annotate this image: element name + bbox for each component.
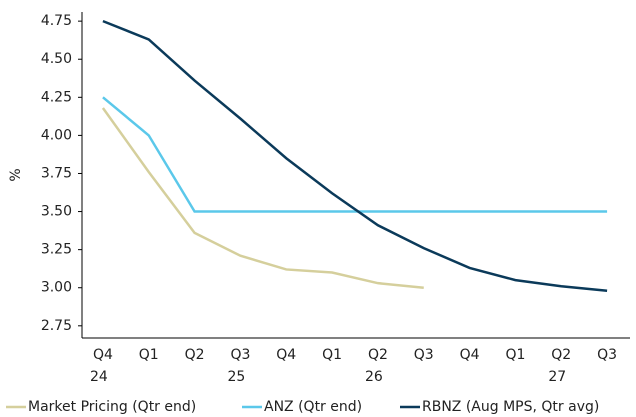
series-line: [102, 19, 608, 293]
x-tick-label: Q2: [551, 347, 571, 363]
y-tick-label: 4.25: [41, 89, 72, 105]
y-tick-label: 4.00: [41, 127, 72, 143]
x-group-label: 27: [548, 369, 566, 385]
series-line: [102, 96, 608, 213]
x-group-label: 25: [228, 369, 246, 385]
x-tick-label: Q1: [322, 347, 342, 363]
legend-label: RBNZ (Aug MPS, Qtr avg): [422, 399, 599, 415]
x-tick-label: Q2: [185, 347, 205, 363]
x-tick-label: Q4: [93, 347, 113, 363]
y-tick-label: 4.50: [41, 51, 72, 67]
y-tick-label: 3.00: [41, 280, 72, 296]
y-tick-label: 3.25: [41, 242, 72, 258]
x-tick-label: Q1: [139, 347, 159, 363]
x-tick-label: Q4: [460, 347, 480, 363]
x-tick-label: Q4: [276, 347, 296, 363]
y-tick-label: 4.75: [41, 13, 72, 29]
x-tick-label: Q1: [505, 347, 525, 363]
legend-label: ANZ (Qtr end): [264, 399, 362, 415]
legend-label: Market Pricing (Qtr end): [28, 399, 196, 415]
y-tick-label: 3.75: [41, 165, 72, 181]
x-tick-label: Q3: [230, 347, 250, 363]
series-line: [101, 107, 424, 289]
x-tick-label: Q3: [414, 347, 434, 363]
y-tick-label: 2.75: [41, 318, 72, 334]
x-tick-label: Q3: [597, 347, 617, 363]
y-tick-label: 3.50: [41, 204, 72, 220]
x-tick-label: Q2: [368, 347, 388, 363]
x-group-label: 24: [90, 369, 108, 385]
x-group-label: 26: [365, 369, 383, 385]
y-axis-label: %: [8, 168, 24, 181]
